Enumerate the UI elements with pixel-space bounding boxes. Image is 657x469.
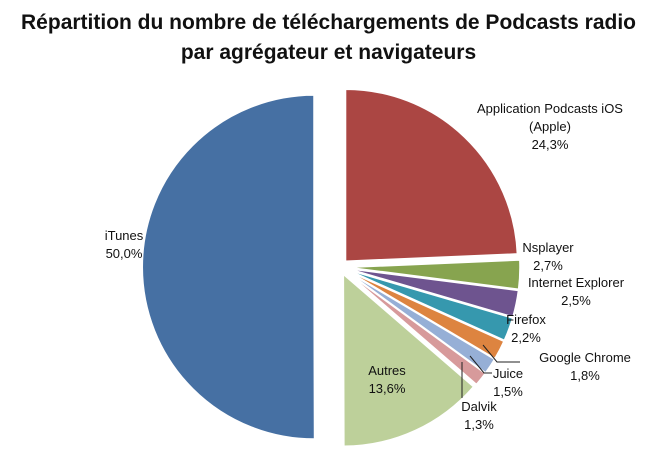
leader-line-juice bbox=[469, 355, 492, 374]
pie-slice-internet-explorer bbox=[347, 267, 520, 318]
leader-lines bbox=[461, 344, 520, 398]
slice-labels: Application Podcasts iOS (Apple) 24,3% Nspl… bbox=[105, 101, 631, 432]
pie-slice-google-chrome bbox=[346, 270, 505, 360]
pie-slice-nsplayer bbox=[347, 259, 521, 291]
chart-title: Répartition du nombre de téléchargements… bbox=[0, 8, 657, 68]
slice-label-dalvik: Dalvik 1,3% bbox=[461, 399, 497, 432]
slice-label-firefox: Firefox 2,2% bbox=[506, 312, 546, 345]
pie-slice-itunes bbox=[141, 94, 316, 440]
slice-label-google-chrome: Google Chrome 1,8% bbox=[539, 350, 631, 383]
slice-label-itunes: iTunes 50,0% bbox=[105, 228, 144, 261]
chart-title-line-2: par agrégateur et navigateurs bbox=[180, 41, 477, 64]
pie-slice-application-podcasts-ios-apple bbox=[344, 88, 519, 263]
pie-slices bbox=[141, 88, 521, 448]
pie-slice-firefox bbox=[347, 269, 514, 342]
slice-label-nsplayer: Nsplayer 2,7% bbox=[522, 240, 574, 273]
slice-label-juice: Juice 1,5% bbox=[493, 366, 523, 399]
pie-slice-autres bbox=[342, 272, 475, 448]
slice-label-application-podcasts-ios-apple: Application Podcasts iOS (Apple) 24,3% bbox=[477, 101, 623, 152]
leader-line-google-chrome bbox=[482, 344, 520, 363]
chart-title-line-1: Répartition du nombre de téléchargements… bbox=[21, 11, 636, 34]
slice-label-autres: Autres 13,6% bbox=[368, 363, 406, 396]
slice-label-internet-explorer: Internet Explorer 2,5% bbox=[528, 275, 625, 308]
